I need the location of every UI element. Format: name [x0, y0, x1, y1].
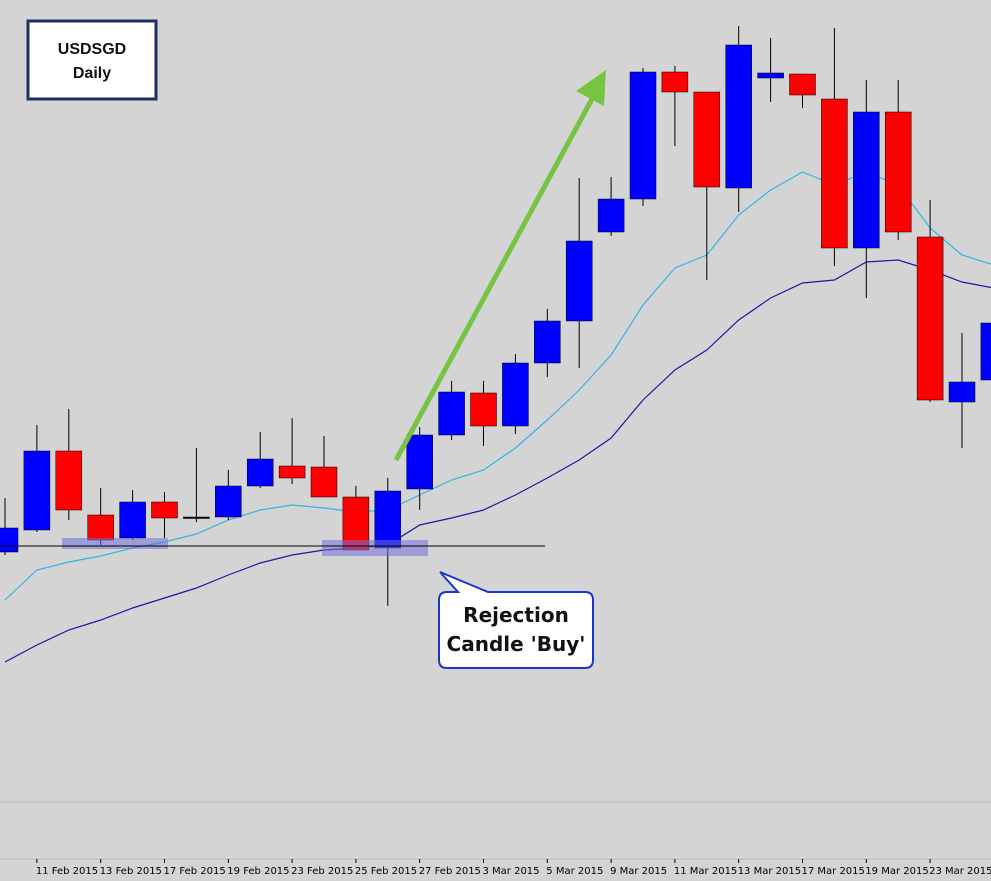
- x-tick-label: 17 Mar 2015: [802, 866, 865, 877]
- x-tick-label: 13 Feb 2015: [100, 866, 162, 877]
- x-tick-label: 9 Mar 2015: [610, 866, 667, 877]
- candle-body: [183, 516, 210, 519]
- candle-body: [23, 450, 51, 531]
- candle-body: [0, 527, 19, 553]
- candle-body: [725, 44, 752, 189]
- x-tick-label: 3 Mar 2015: [483, 866, 540, 877]
- moving-average-line: [4, 259, 991, 663]
- x-tick-label: 27 Feb 2015: [419, 866, 481, 877]
- x-tick-label: 23 Feb 2015: [291, 866, 353, 877]
- x-tick-label: 17 Feb 2015: [164, 866, 226, 877]
- candle-body: [374, 490, 402, 549]
- candle-body: [470, 392, 497, 427]
- x-tick-label: 11 Feb 2015: [36, 866, 98, 877]
- candle-body: [151, 501, 178, 519]
- candle-body: [916, 236, 944, 401]
- candle-body: [821, 98, 848, 249]
- candle-body: [406, 434, 433, 490]
- candle-body: [789, 73, 816, 96]
- candle-body: [534, 320, 561, 364]
- candle-body: [629, 71, 657, 200]
- candle-body: [438, 391, 465, 436]
- candle-body: [948, 381, 976, 403]
- x-tick-label: 23 Mar 2015: [929, 866, 991, 877]
- x-tick-label: 11 Mar 2015: [674, 866, 737, 877]
- chart-title: USDSGD: [58, 41, 126, 58]
- chart-subtitle: Daily: [73, 65, 111, 82]
- candle-body: [853, 111, 880, 249]
- candle-body: [246, 458, 274, 487]
- candle-body: [87, 514, 114, 541]
- candle-body: [565, 240, 593, 322]
- arrow-head: [576, 70, 606, 106]
- candle-body: [278, 465, 306, 479]
- plot-area: [0, 26, 991, 663]
- candle-body: [215, 485, 242, 518]
- callout: [438, 571, 594, 669]
- candle-body: [119, 501, 146, 539]
- candle-body: [502, 362, 529, 427]
- annotation: Candle 'Buy': [447, 632, 586, 656]
- candle-body: [693, 91, 721, 188]
- trend-arrow: [393, 86, 601, 462]
- candle-body: [980, 322, 991, 381]
- x-tick-label: 13 Mar 2015: [738, 866, 801, 877]
- x-tick-label: 19 Feb 2015: [227, 866, 289, 877]
- annotation: Rejection: [463, 603, 569, 627]
- candle-body: [310, 466, 338, 498]
- candle-body: [597, 198, 625, 233]
- candle-body: [884, 111, 912, 233]
- title-box: [26, 19, 158, 101]
- candle-body: [661, 71, 689, 93]
- candle-body: [55, 450, 83, 511]
- x-tick-label: 19 Mar 2015: [865, 866, 928, 877]
- candle-body: [757, 72, 784, 79]
- x-tick-label: 5 Mar 2015: [546, 866, 603, 877]
- x-tick-label: 25 Feb 2015: [355, 866, 417, 877]
- support-zone: [322, 540, 428, 556]
- support-zone: [62, 538, 168, 549]
